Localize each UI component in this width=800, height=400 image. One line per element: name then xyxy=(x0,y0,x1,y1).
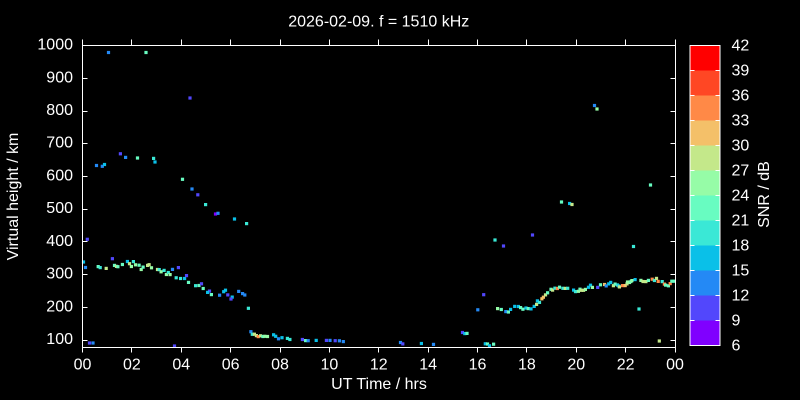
svg-text:14: 14 xyxy=(419,357,437,374)
svg-text:24: 24 xyxy=(732,188,750,205)
svg-text:500: 500 xyxy=(46,200,73,217)
svg-text:00: 00 xyxy=(666,357,684,374)
svg-text:39: 39 xyxy=(732,63,750,80)
svg-text:04: 04 xyxy=(172,357,190,374)
svg-text:6: 6 xyxy=(732,338,741,355)
svg-text:27: 27 xyxy=(732,163,750,180)
svg-text:800: 800 xyxy=(46,102,73,119)
svg-text:42: 42 xyxy=(732,38,750,55)
svg-text:16: 16 xyxy=(469,357,487,374)
svg-text:300: 300 xyxy=(46,266,73,283)
svg-text:200: 200 xyxy=(46,298,73,315)
svg-text:12: 12 xyxy=(370,357,388,374)
svg-text:33: 33 xyxy=(732,113,750,130)
svg-text:18: 18 xyxy=(732,238,750,255)
svg-text:06: 06 xyxy=(222,357,240,374)
svg-text:30: 30 xyxy=(732,138,750,155)
svg-text:02: 02 xyxy=(123,357,141,374)
svg-text:9: 9 xyxy=(732,313,741,330)
svg-text:21: 21 xyxy=(732,213,750,230)
svg-text:20: 20 xyxy=(567,357,585,374)
svg-text:10: 10 xyxy=(320,357,338,374)
svg-text:00: 00 xyxy=(74,357,92,374)
svg-text:600: 600 xyxy=(46,167,73,184)
svg-text:700: 700 xyxy=(46,135,73,152)
svg-text:22: 22 xyxy=(617,357,635,374)
svg-text:2026-02-09. f = 1510 kHz: 2026-02-09. f = 1510 kHz xyxy=(288,14,469,31)
svg-text:18: 18 xyxy=(518,357,536,374)
svg-text:12: 12 xyxy=(732,288,750,305)
svg-text:900: 900 xyxy=(46,69,73,86)
svg-text:400: 400 xyxy=(46,233,73,250)
svg-text:Virtual height / km: Virtual height / km xyxy=(5,133,22,261)
svg-text:UT Time / hrs: UT Time / hrs xyxy=(331,376,427,393)
svg-text:1000: 1000 xyxy=(37,37,73,54)
svg-text:SNR / dB: SNR / dB xyxy=(756,161,773,228)
svg-text:08: 08 xyxy=(271,357,289,374)
svg-text:100: 100 xyxy=(46,331,73,348)
svg-text:36: 36 xyxy=(732,88,750,105)
svg-text:15: 15 xyxy=(732,263,750,280)
